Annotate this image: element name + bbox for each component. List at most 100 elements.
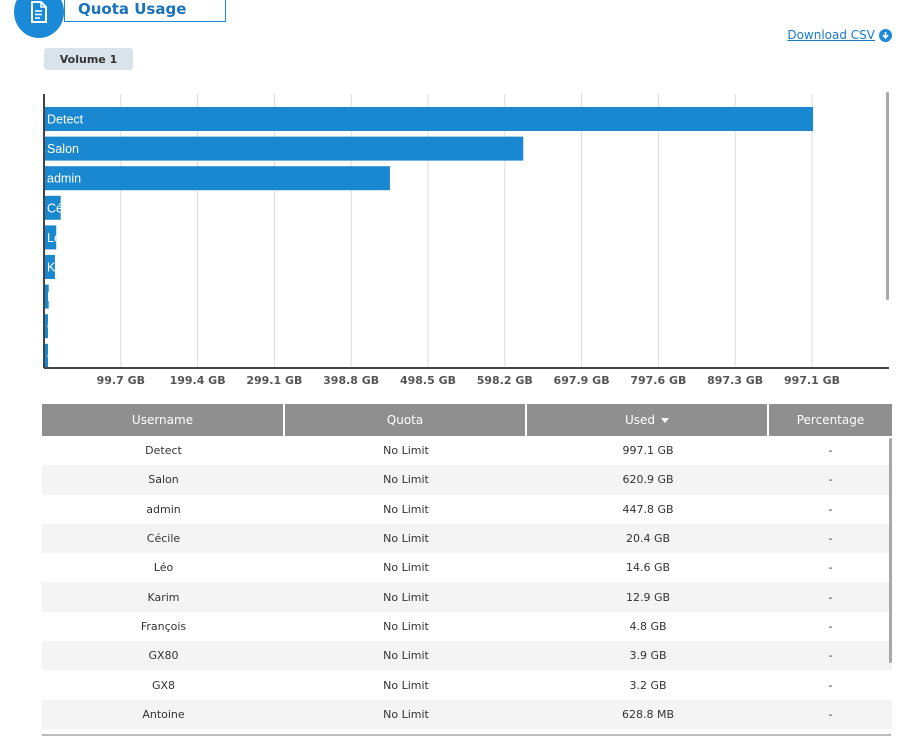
document-icon [14,0,64,38]
x-tick-label: 697.9 GB [554,374,610,387]
used-cell: 3.2 GB [629,678,667,692]
used-cell: 4.8 GB [629,619,667,633]
x-tick-label: 299.1 GB [246,374,302,387]
username-cell: François [140,619,187,633]
x-tick-label: 398.8 GB [323,374,379,387]
bar[interactable] [45,107,814,131]
used-cell: 3.9 GB [629,649,667,663]
table-row[interactable]: Cécile No Limit 20.4 GB - [42,523,892,554]
x-tick-label: 797.6 GB [630,374,686,387]
used-cell: 628.8 MB [621,707,675,721]
percentage-cell: - [828,561,833,575]
table-scrollbar[interactable] [889,438,892,663]
username-cell: Salon [148,473,179,487]
bar[interactable] [45,255,55,279]
table-row[interactable]: Salon No Limit 620.9 GB - [42,465,892,495]
bar[interactable] [45,343,48,368]
volume-tab[interactable]: Volume 1 [44,48,133,70]
download-arrow-icon[interactable] [879,28,892,42]
quota-cell: No Limit [383,649,429,663]
percentage-cell: - [828,649,833,663]
column-header-percentage[interactable]: Percentage [769,404,892,436]
username-cell: admin [146,502,181,516]
username-cell: Léo [153,561,174,575]
quota-cell: No Limit [383,473,429,487]
bar-label: Detect [47,113,84,127]
used-cell: 447.8 GB [622,502,674,516]
page-title-box: Quota Usage [64,0,226,22]
quota-bar-chart: Detect Salon admin Cécile Léo Karim François GX… [43,94,889,387]
bar-label: Karim [47,261,80,275]
quota-cell: No Limit [383,707,429,721]
table-header: Username Quota Used Percentage [42,404,892,436]
x-tick-label: 498.5 GB [400,374,456,387]
bar[interactable] [45,284,49,309]
percentage-cell: - [828,532,833,546]
quota-cell: No Limit [383,502,429,516]
bar-label: Léo [47,231,68,245]
percentage-cell: - [828,473,833,487]
chart-scrollbar[interactable] [886,92,889,300]
bar[interactable] [45,225,57,250]
used-cell: 12.9 GB [625,590,671,604]
bar-label: Cécile [47,201,82,215]
column-header-username[interactable]: Username [42,404,285,436]
table-row[interactable]: GX8 No Limit 3.2 GB - [42,670,892,699]
x-tick-label: 897.3 GB [707,374,763,387]
x-tick-label: 99.7 GB [97,374,145,387]
bar-label: admin [47,172,81,186]
quota-cell: No Limit [383,590,429,604]
table-bottom-border [42,734,891,736]
used-cell: 14.6 GB [625,561,671,575]
download-csv-link[interactable]: Download CSV [787,28,892,42]
column-header-quota[interactable]: Quota [285,404,527,436]
column-header-used[interactable]: Used [527,404,769,436]
table-body: Detect No Limit 997.1 GB - Salon No Limit 620.… [42,436,892,729]
percentage-cell: - [828,444,833,458]
username-cell: Cécile [146,532,181,546]
bar-label: GX80 [47,320,79,334]
sort-descending-icon [661,417,670,423]
bar-label: Salon [47,142,79,156]
x-tick-label: 997.1 GB [784,374,840,387]
column-label-used: Used [624,413,656,427]
table-row[interactable]: Léo No Limit 14.6 GB - [42,553,892,582]
quota-cell: No Limit [383,561,429,575]
percentage-cell: - [828,678,833,692]
table-row[interactable]: Detect No Limit 997.1 GB - [42,436,892,465]
bar[interactable] [45,195,61,220]
percentage-cell: - [828,707,833,721]
x-tick-label: 199.4 GB [170,374,226,387]
percentage-cell: - [828,590,833,604]
bar-label: GX8 [47,349,72,363]
used-cell: 997.1 GB [622,444,674,458]
username-cell: GX80 [148,649,179,663]
bar[interactable] [45,136,524,161]
used-cell: 620.9 GB [622,473,674,487]
quota-table: Username Quota Used Percentage Detect No … [42,404,892,729]
column-label-percentage: Percentage [796,413,865,427]
table-row[interactable]: Karim No Limit 12.9 GB - [42,582,892,612]
quota-cell: No Limit [383,444,429,458]
x-tick-label: 598.2 GB [477,374,533,387]
username-cell: Karim [147,590,180,604]
column-label-quota: Quota [386,413,424,427]
table-row[interactable]: admin No Limit 447.8 GB - [42,495,892,524]
download-csv-label[interactable]: Download CSV [787,28,875,42]
used-cell: 20.4 GB [625,532,671,546]
username-cell: Antoine [142,707,185,721]
page-title: Quota Usage [78,0,187,18]
bar[interactable] [45,314,49,339]
username-cell: GX8 [151,678,176,692]
quota-cell: No Limit [383,678,429,692]
quota-cell: No Limit [383,619,429,633]
table-row[interactable]: GX80 No Limit 3.9 GB - [42,641,892,671]
bar[interactable] [45,166,390,191]
percentage-cell: - [828,502,833,516]
column-label-username: Username [131,413,194,427]
username-cell: Detect [145,444,182,458]
table-row[interactable]: François No Limit 4.8 GB - [42,612,892,641]
percentage-cell: - [828,619,833,633]
table-row[interactable]: Antoine No Limit 628.8 MB - [42,699,892,729]
quota-cell: No Limit [383,532,429,546]
